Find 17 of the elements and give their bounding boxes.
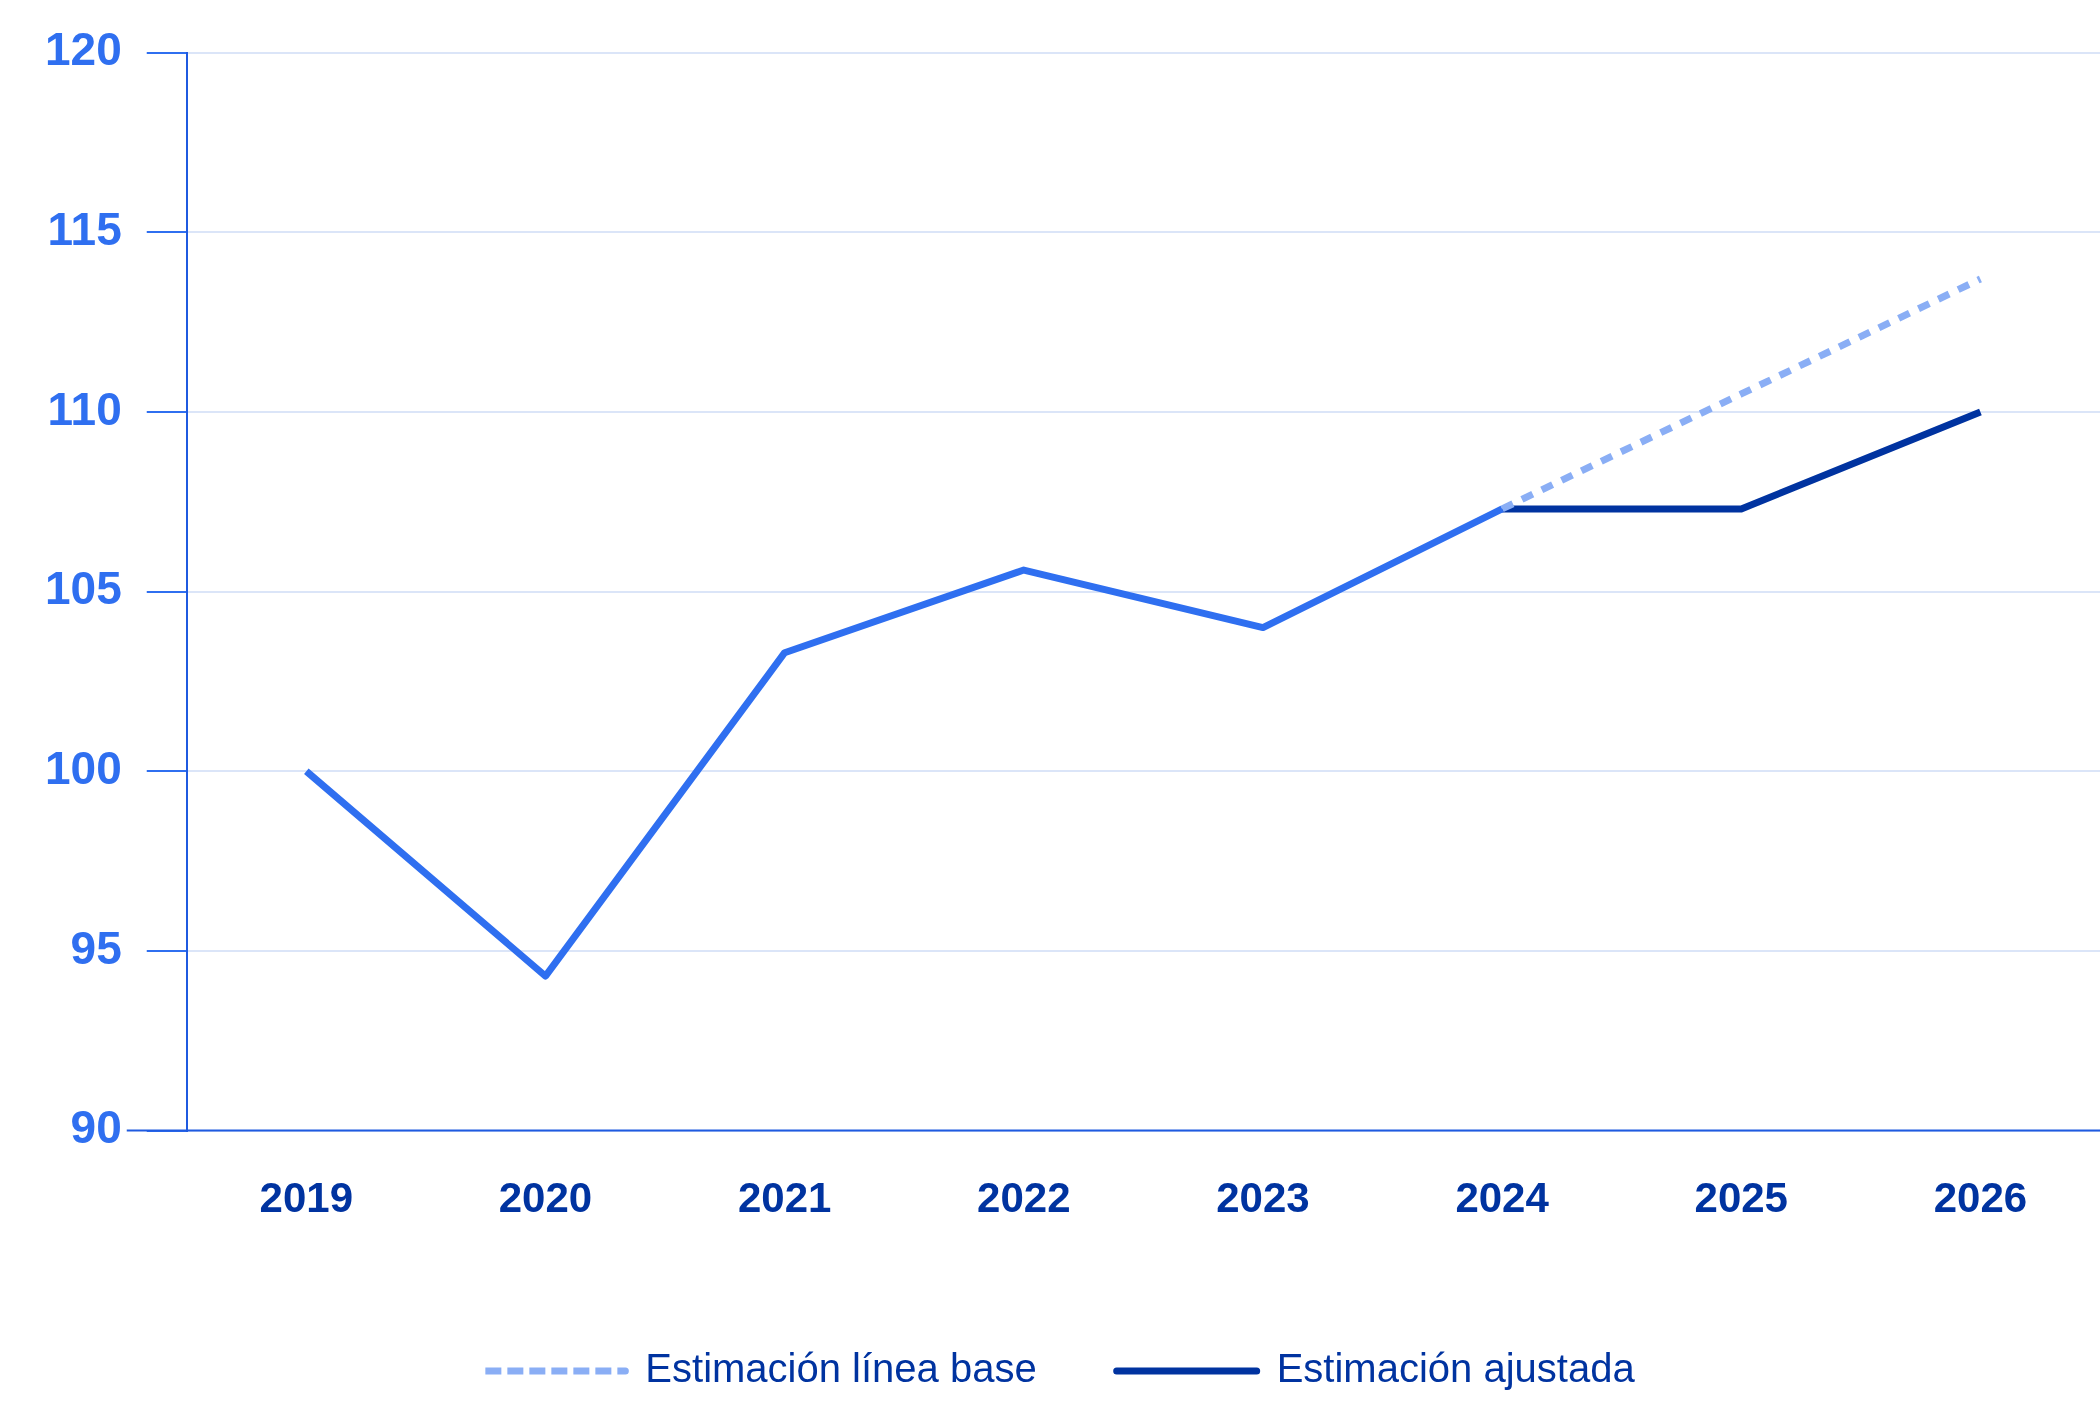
x-tick-label: 2023: [1216, 1174, 1310, 1222]
y-tick-label: 95: [70, 921, 122, 974]
y-tick-label: 100: [45, 741, 122, 794]
x-tick-label: 2021: [737, 1174, 832, 1222]
y-tick-label: 115: [47, 202, 122, 255]
x-tick-label: 2025: [1694, 1174, 1788, 1222]
y-tick-label: 90: [70, 1101, 122, 1154]
x-tick-label: 2026: [1933, 1174, 2028, 1222]
y-tick-label: 110: [47, 382, 122, 435]
x-tick-label: 2020: [498, 1174, 593, 1222]
y-tick-label: 120: [45, 23, 122, 76]
x-tick-label: 2019: [259, 1174, 354, 1222]
x-tick-label: 2024: [1455, 1174, 1550, 1222]
x-tick-label: 2022: [977, 1174, 1071, 1222]
legend-label: Estimación línea base: [645, 1346, 1037, 1391]
legend-label: Estimación ajustada: [1276, 1346, 1636, 1391]
y-tick-label: 105: [45, 562, 122, 615]
